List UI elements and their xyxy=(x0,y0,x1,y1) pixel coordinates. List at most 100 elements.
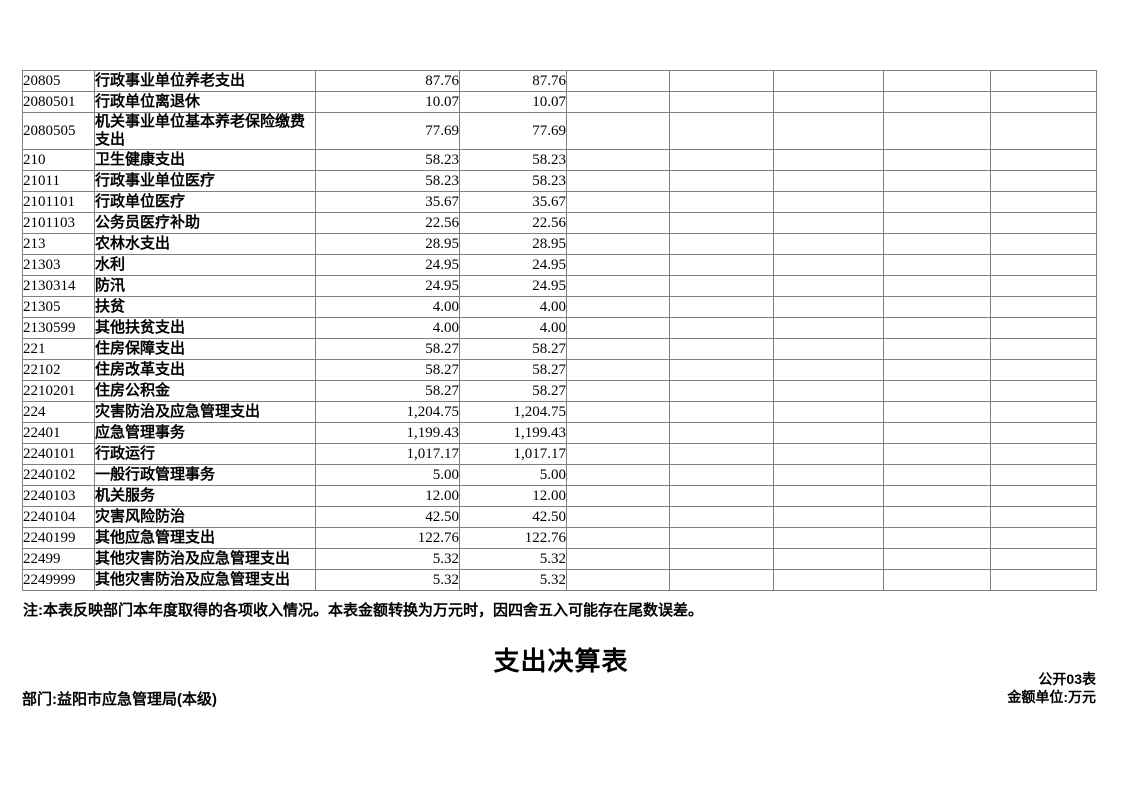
empty-cell xyxy=(883,569,991,591)
empty-cell xyxy=(990,212,1097,234)
empty-cell xyxy=(669,254,774,276)
empty-cell xyxy=(669,275,774,297)
amount-cell: 58.27 xyxy=(315,359,460,381)
table-row: 22401 应急管理事务 1,199.43 1,199.43 xyxy=(22,422,1097,444)
empty-cell xyxy=(883,149,991,171)
empty-cell xyxy=(990,443,1097,465)
empty-cell xyxy=(990,254,1097,276)
amount-cell: 87.76 xyxy=(315,70,460,92)
name-cell: 灾害风险防治 xyxy=(94,506,316,528)
code-cell: 2080501 xyxy=(22,91,95,113)
amount-cell: 87.76 xyxy=(459,70,567,92)
empty-cell xyxy=(773,443,884,465)
empty-cell xyxy=(669,464,774,486)
empty-cell xyxy=(883,70,991,92)
empty-cell xyxy=(566,464,670,486)
name-cell: 卫生健康支出 xyxy=(94,149,316,171)
empty-cell xyxy=(566,149,670,171)
amount-cell: 42.50 xyxy=(315,506,460,528)
empty-cell xyxy=(773,233,884,255)
amount-cell: 1,199.43 xyxy=(459,422,567,444)
empty-cell xyxy=(883,191,991,213)
empty-cell xyxy=(773,569,884,591)
table-row: 21011 行政事业单位医疗 58.23 58.23 xyxy=(22,170,1097,192)
amount-cell: 5.32 xyxy=(459,548,567,570)
code-cell: 2240199 xyxy=(22,527,95,549)
empty-cell xyxy=(566,485,670,507)
empty-cell xyxy=(990,548,1097,570)
empty-cell xyxy=(669,191,774,213)
name-cell: 水利 xyxy=(94,254,316,276)
empty-cell xyxy=(990,380,1097,402)
empty-cell xyxy=(990,70,1097,92)
code-cell: 2080505 xyxy=(22,112,95,150)
empty-cell xyxy=(566,443,670,465)
empty-cell xyxy=(669,233,774,255)
name-cell: 住房改革支出 xyxy=(94,359,316,381)
empty-cell xyxy=(990,338,1097,360)
name-cell: 住房公积金 xyxy=(94,380,316,402)
amount-cell: 77.69 xyxy=(459,112,567,150)
department-label: 部门:益阳市应急管理局(本级) xyxy=(22,691,217,708)
name-cell: 公务员医疗补助 xyxy=(94,212,316,234)
name-cell: 其他扶贫支出 xyxy=(94,317,316,339)
amount-cell: 77.69 xyxy=(315,112,460,150)
empty-cell xyxy=(669,338,774,360)
empty-cell xyxy=(669,112,774,150)
empty-cell xyxy=(773,380,884,402)
empty-cell xyxy=(773,527,884,549)
empty-cell xyxy=(990,359,1097,381)
amount-cell: 28.95 xyxy=(315,233,460,255)
table-row: 2101101 行政单位医疗 35.67 35.67 xyxy=(22,191,1097,213)
empty-cell xyxy=(566,359,670,381)
amount-cell: 58.27 xyxy=(459,359,567,381)
table-row: 2240103 机关服务 12.00 12.00 xyxy=(22,485,1097,507)
name-cell: 行政事业单位养老支出 xyxy=(94,70,316,92)
table-row: 21303 水利 24.95 24.95 xyxy=(22,254,1097,276)
empty-cell xyxy=(566,212,670,234)
amount-cell: 5.32 xyxy=(459,569,567,591)
amount-cell: 42.50 xyxy=(459,506,567,528)
code-cell: 2210201 xyxy=(22,380,95,402)
empty-cell xyxy=(566,254,670,276)
empty-cell xyxy=(566,422,670,444)
empty-cell xyxy=(669,506,774,528)
table-row: 2080501 行政单位离退休 10.07 10.07 xyxy=(22,91,1097,113)
table-row: 221 住房保障支出 58.27 58.27 xyxy=(22,338,1097,360)
empty-cell xyxy=(990,112,1097,150)
code-cell: 2130314 xyxy=(22,275,95,297)
code-cell: 221 xyxy=(22,338,95,360)
empty-cell xyxy=(669,548,774,570)
name-cell: 行政单位医疗 xyxy=(94,191,316,213)
empty-cell xyxy=(773,506,884,528)
amount-cell: 4.00 xyxy=(315,317,460,339)
table-row: 213 农林水支出 28.95 28.95 xyxy=(22,233,1097,255)
empty-cell xyxy=(883,112,991,150)
code-cell: 2240104 xyxy=(22,506,95,528)
name-cell: 行政单位离退休 xyxy=(94,91,316,113)
empty-cell xyxy=(883,527,991,549)
empty-cell xyxy=(566,275,670,297)
empty-cell xyxy=(773,212,884,234)
empty-cell xyxy=(883,275,991,297)
empty-cell xyxy=(883,254,991,276)
code-cell: 20805 xyxy=(22,70,95,92)
empty-cell xyxy=(990,275,1097,297)
empty-cell xyxy=(773,296,884,318)
empty-cell xyxy=(669,422,774,444)
name-cell: 行政运行 xyxy=(94,443,316,465)
table-row: 2130599 其他扶贫支出 4.00 4.00 xyxy=(22,317,1097,339)
empty-cell xyxy=(669,569,774,591)
empty-cell xyxy=(990,149,1097,171)
code-cell: 21303 xyxy=(22,254,95,276)
empty-cell xyxy=(669,359,774,381)
empty-cell xyxy=(990,296,1097,318)
empty-cell xyxy=(773,254,884,276)
table-row: 21305 扶贫 4.00 4.00 xyxy=(22,296,1097,318)
amount-cell: 58.23 xyxy=(459,149,567,171)
name-cell: 防汛 xyxy=(94,275,316,297)
amount-cell: 5.32 xyxy=(315,569,460,591)
empty-cell xyxy=(773,422,884,444)
code-cell: 2101101 xyxy=(22,191,95,213)
